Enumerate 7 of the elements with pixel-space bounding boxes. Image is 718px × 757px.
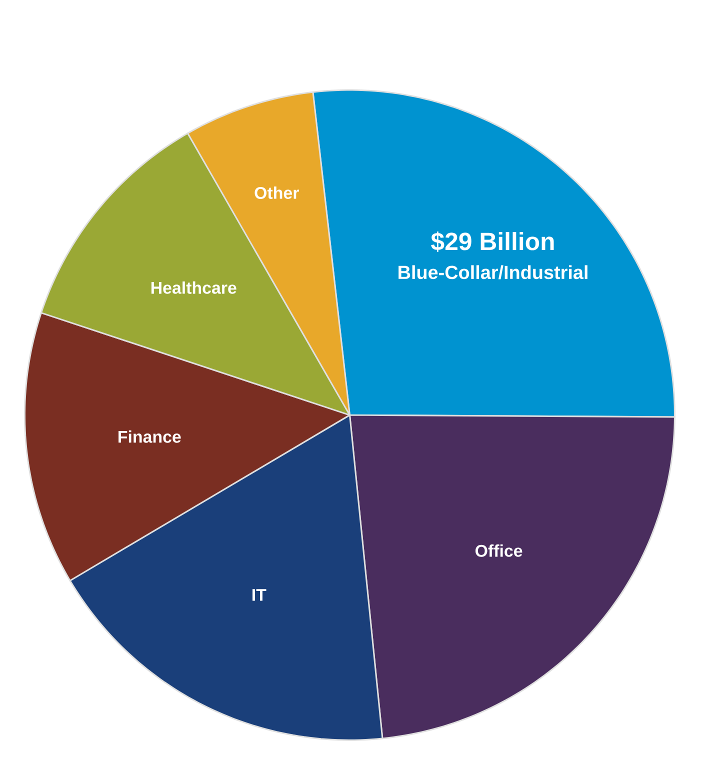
slice-label: IT [252, 589, 266, 601]
text: $29 Billion [431, 232, 554, 252]
slice-label: Office [476, 544, 522, 557]
slice-label: Blue-Collar/Industrial [398, 265, 588, 280]
slice-label: Other [254, 186, 300, 199]
slice-label: Finance [118, 430, 182, 443]
slice-label: Healthcare [152, 281, 237, 294]
